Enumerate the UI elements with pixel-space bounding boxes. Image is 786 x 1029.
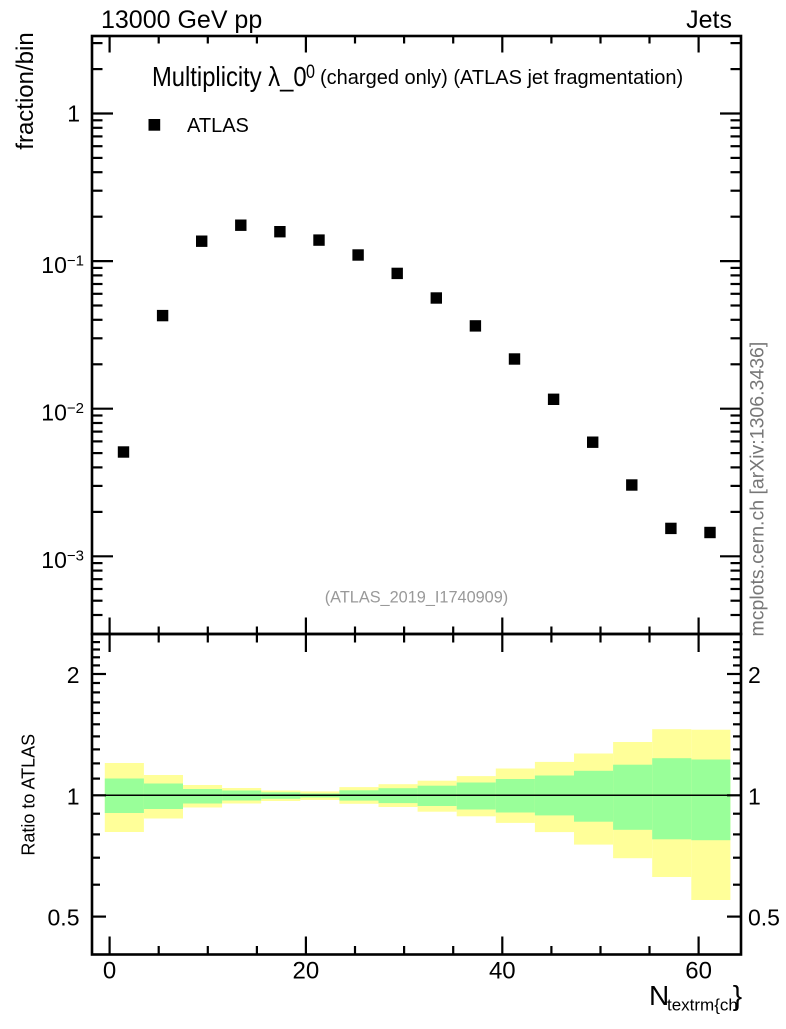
svg-text:mcplots.cern.ch [arXiv:1306.34: mcplots.cern.ch [arXiv:1306.3436] bbox=[747, 342, 769, 637]
svg-text:textrm{ch: textrm{ch bbox=[667, 996, 738, 1015]
svg-text:40: 40 bbox=[489, 958, 516, 985]
svg-text:1: 1 bbox=[67, 783, 80, 809]
svg-text:0.5: 0.5 bbox=[748, 905, 780, 931]
svg-text:60: 60 bbox=[685, 958, 712, 985]
svg-text:0.5: 0.5 bbox=[48, 905, 80, 931]
svg-text:0: 0 bbox=[306, 61, 315, 83]
svg-text:1: 1 bbox=[748, 783, 761, 809]
svg-text:ATLAS: ATLAS bbox=[187, 115, 249, 137]
svg-text:2: 2 bbox=[748, 662, 761, 688]
svg-text:(charged only) (ATLAS jet frag: (charged only) (ATLAS jet fragmentation) bbox=[320, 67, 683, 89]
svg-text:10−3: 10−3 bbox=[41, 547, 84, 573]
svg-text:Multiplicity λ_0: Multiplicity λ_0 bbox=[152, 60, 307, 92]
svg-text:10−2: 10−2 bbox=[41, 400, 84, 426]
svg-text:}: } bbox=[733, 980, 742, 1011]
svg-text:10−1: 10−1 bbox=[41, 252, 84, 278]
svg-text:fraction/bin: fraction/bin bbox=[12, 32, 39, 149]
svg-text:2: 2 bbox=[67, 662, 80, 688]
svg-text:(ATLAS_2019_I1740909): (ATLAS_2019_I1740909) bbox=[325, 589, 508, 607]
svg-text:0: 0 bbox=[103, 958, 116, 985]
svg-text:Jets: Jets bbox=[686, 6, 732, 34]
svg-text:Ratio to ATLAS: Ratio to ATLAS bbox=[19, 734, 39, 856]
svg-text:13000 GeV pp: 13000 GeV pp bbox=[101, 6, 262, 34]
svg-text:N: N bbox=[649, 980, 669, 1011]
svg-text:1: 1 bbox=[67, 101, 80, 127]
svg-text:20: 20 bbox=[293, 958, 320, 985]
